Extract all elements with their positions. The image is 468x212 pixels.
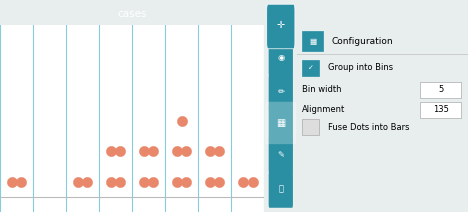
Text: Group into Bins: Group into Bins: [328, 63, 393, 73]
Text: cases: cases: [117, 9, 147, 19]
Text: 135: 135: [433, 105, 449, 114]
Point: [74, 180, 82, 183]
Point: [249, 180, 256, 183]
Point: [83, 180, 91, 183]
Point: [150, 180, 157, 183]
Point: [206, 150, 214, 153]
Point: [174, 150, 181, 153]
FancyBboxPatch shape: [269, 8, 293, 45]
FancyBboxPatch shape: [269, 40, 293, 76]
Point: [8, 180, 15, 183]
FancyBboxPatch shape: [269, 74, 293, 110]
Point: [17, 180, 25, 183]
Text: ◉: ◉: [277, 53, 285, 62]
FancyBboxPatch shape: [302, 119, 319, 135]
FancyBboxPatch shape: [420, 102, 461, 118]
FancyBboxPatch shape: [269, 172, 293, 208]
Point: [216, 180, 223, 183]
Point: [240, 180, 247, 183]
Point: [140, 150, 148, 153]
FancyBboxPatch shape: [269, 138, 293, 174]
Point: [107, 180, 115, 183]
Text: ⌖: ⌖: [278, 184, 283, 193]
FancyBboxPatch shape: [269, 106, 293, 142]
Point: [178, 120, 185, 123]
Text: ▦: ▦: [276, 118, 285, 128]
Point: [216, 150, 223, 153]
Point: [150, 150, 157, 153]
Point: [107, 150, 115, 153]
Point: [117, 150, 124, 153]
FancyBboxPatch shape: [302, 31, 323, 51]
FancyBboxPatch shape: [265, 102, 296, 144]
Text: ✏: ✏: [278, 87, 284, 96]
Text: ✎: ✎: [278, 150, 284, 159]
Point: [117, 180, 124, 183]
Text: Configuration: Configuration: [331, 37, 393, 46]
Text: ✛: ✛: [277, 20, 285, 31]
FancyBboxPatch shape: [420, 82, 461, 98]
Point: [206, 180, 214, 183]
Text: ▦: ▦: [309, 37, 316, 46]
Point: [174, 180, 181, 183]
FancyBboxPatch shape: [302, 60, 319, 76]
FancyBboxPatch shape: [267, 4, 295, 49]
Text: ✓: ✓: [308, 65, 314, 71]
Point: [183, 150, 190, 153]
Text: Fuse Dots into Bars: Fuse Dots into Bars: [328, 123, 410, 132]
Text: 5: 5: [438, 85, 443, 94]
Text: Alignment: Alignment: [302, 105, 345, 114]
Point: [183, 180, 190, 183]
Text: Bin width: Bin width: [302, 85, 342, 94]
Point: [140, 180, 148, 183]
